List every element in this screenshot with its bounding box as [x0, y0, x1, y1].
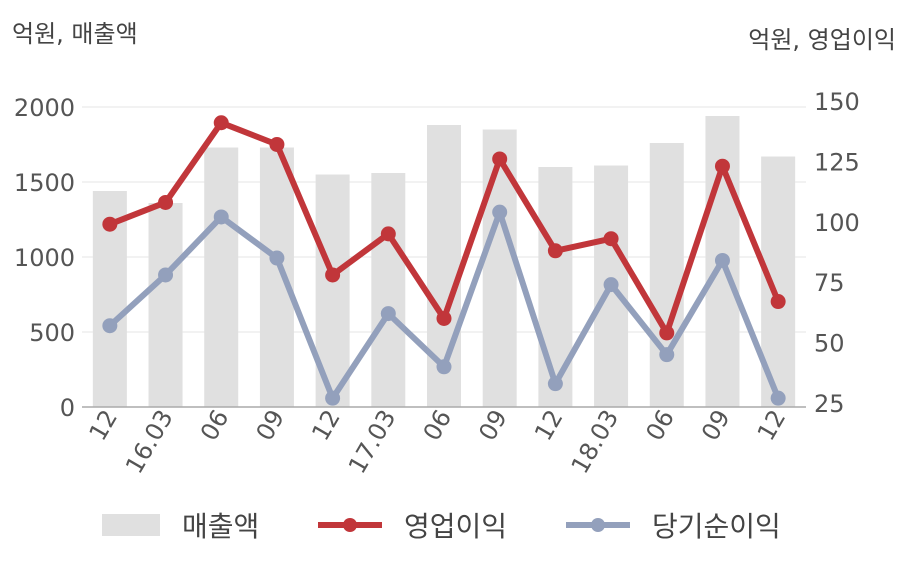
legend-item-revenue: 매출액: [102, 500, 259, 550]
net-income-point: [714, 252, 730, 268]
x-tick-label: 17.03: [343, 405, 402, 479]
right-tick-label: 100: [814, 209, 860, 237]
legend-label-operating-income: 영업이익: [404, 510, 508, 543]
x-tick-label: 06: [195, 405, 235, 445]
left-tick-label: 1500: [14, 169, 75, 197]
left-tick-label: 1000: [14, 244, 75, 272]
right-axis-unit: 억원, 영업이익: [748, 26, 896, 54]
x-tick-label: 12: [306, 405, 346, 445]
operating-income-point: [213, 115, 229, 131]
right-tick-label: 125: [814, 148, 860, 176]
revenue-bar: [649, 143, 684, 407]
operating-income-point: [380, 226, 396, 242]
net-income-point: [269, 250, 285, 266]
legend-item-operating-income: 영업이익: [318, 500, 507, 550]
legend-swatch-operating-income: [318, 514, 382, 536]
revenue-bar: [204, 147, 239, 407]
x-tick-label: 16.03: [120, 405, 179, 479]
x-tick-label: 09: [251, 405, 291, 445]
net-income-point: [380, 306, 396, 322]
right-tick-label: 75: [814, 269, 845, 297]
net-income-point: [158, 267, 174, 283]
legend-swatch-revenue: [102, 514, 160, 536]
operating-income-point: [770, 294, 786, 310]
x-tick-label: 12: [752, 405, 792, 445]
operating-income-point: [158, 194, 174, 210]
net-income-point: [325, 390, 341, 406]
legend-swatch-net-income: [566, 514, 630, 536]
net-income-point: [770, 390, 786, 406]
left-tick-label: 500: [29, 319, 75, 347]
left-axis-unit: 억원, 매출액: [12, 20, 138, 48]
x-tick-label: 09: [696, 405, 736, 445]
x-tick-label: 18.03: [566, 405, 625, 479]
net-income-point: [436, 359, 452, 375]
legend-item-net-income: 당기순이익: [566, 500, 781, 550]
right-tick-label: 50: [814, 330, 845, 358]
left-tick-label: 0: [60, 394, 75, 422]
net-income-point: [603, 277, 619, 293]
revenue-bar: [482, 129, 517, 407]
x-tick-label: 12: [529, 405, 569, 445]
operating-income-point: [659, 325, 675, 341]
operating-income-point: [492, 151, 508, 167]
revenue-bar: [538, 167, 573, 407]
right-tick-label: 150: [814, 88, 860, 116]
revenue-bar: [259, 147, 294, 407]
revenue-bar: [148, 203, 183, 407]
left-tick-label: 2000: [14, 94, 75, 122]
x-tick-label: 06: [640, 405, 680, 445]
net-income-point: [659, 347, 675, 363]
right-tick-label: 25: [814, 390, 845, 418]
net-income-point: [547, 376, 563, 392]
x-tick-label: 09: [473, 405, 513, 445]
legend-label-revenue: 매출액: [182, 510, 260, 543]
operating-income-point: [603, 231, 619, 247]
operating-income-point: [102, 216, 118, 232]
x-tick-label: 12: [84, 405, 124, 445]
operating-income-point: [436, 310, 452, 326]
legend-label-net-income: 당기순이익: [652, 510, 781, 543]
net-income-point: [102, 318, 118, 334]
net-income-point: [492, 204, 508, 220]
operating-income-point: [714, 158, 730, 174]
revenue-bar: [371, 173, 406, 407]
operating-income-point: [547, 243, 563, 259]
chart-legend: 매출액 영업이익 당기순이익: [0, 500, 908, 550]
x-tick-label: 06: [418, 405, 458, 445]
operating-income-point: [325, 267, 341, 283]
net-income-point: [213, 209, 229, 225]
operating-income-point: [269, 136, 285, 152]
